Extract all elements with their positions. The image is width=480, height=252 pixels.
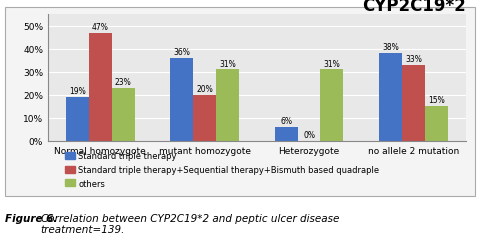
- Text: 31%: 31%: [324, 59, 340, 68]
- Bar: [170, 59, 193, 141]
- Bar: [216, 70, 239, 141]
- Text: 23%: 23%: [115, 78, 132, 87]
- Text: 15%: 15%: [428, 96, 445, 105]
- Bar: [379, 54, 402, 141]
- Bar: [402, 66, 425, 141]
- Text: 33%: 33%: [405, 55, 422, 64]
- Text: Figure 6.: Figure 6.: [5, 213, 57, 223]
- Legend: Standard triple therapy, Standard triple therapy+Sequential therapy+Bismuth base: Standard triple therapy, Standard triple…: [62, 148, 383, 191]
- Text: 20%: 20%: [196, 84, 213, 93]
- Text: 36%: 36%: [173, 48, 190, 57]
- Text: 31%: 31%: [219, 59, 236, 68]
- Text: 38%: 38%: [382, 43, 399, 52]
- Bar: [89, 34, 112, 141]
- Text: Correlation between CYP2C19*2 and peptic ulcer disease
treatment=139.: Correlation between CYP2C19*2 and peptic…: [41, 213, 339, 234]
- Bar: [321, 70, 344, 141]
- Text: 47%: 47%: [92, 23, 108, 32]
- Bar: [112, 88, 135, 141]
- Bar: [193, 95, 216, 141]
- Text: 6%: 6%: [280, 117, 292, 125]
- Bar: [425, 107, 448, 141]
- Text: 19%: 19%: [69, 87, 85, 96]
- Bar: [275, 127, 298, 141]
- Text: CYP2C19*2: CYP2C19*2: [362, 0, 466, 15]
- Text: 0%: 0%: [303, 130, 315, 139]
- Bar: [66, 98, 89, 141]
